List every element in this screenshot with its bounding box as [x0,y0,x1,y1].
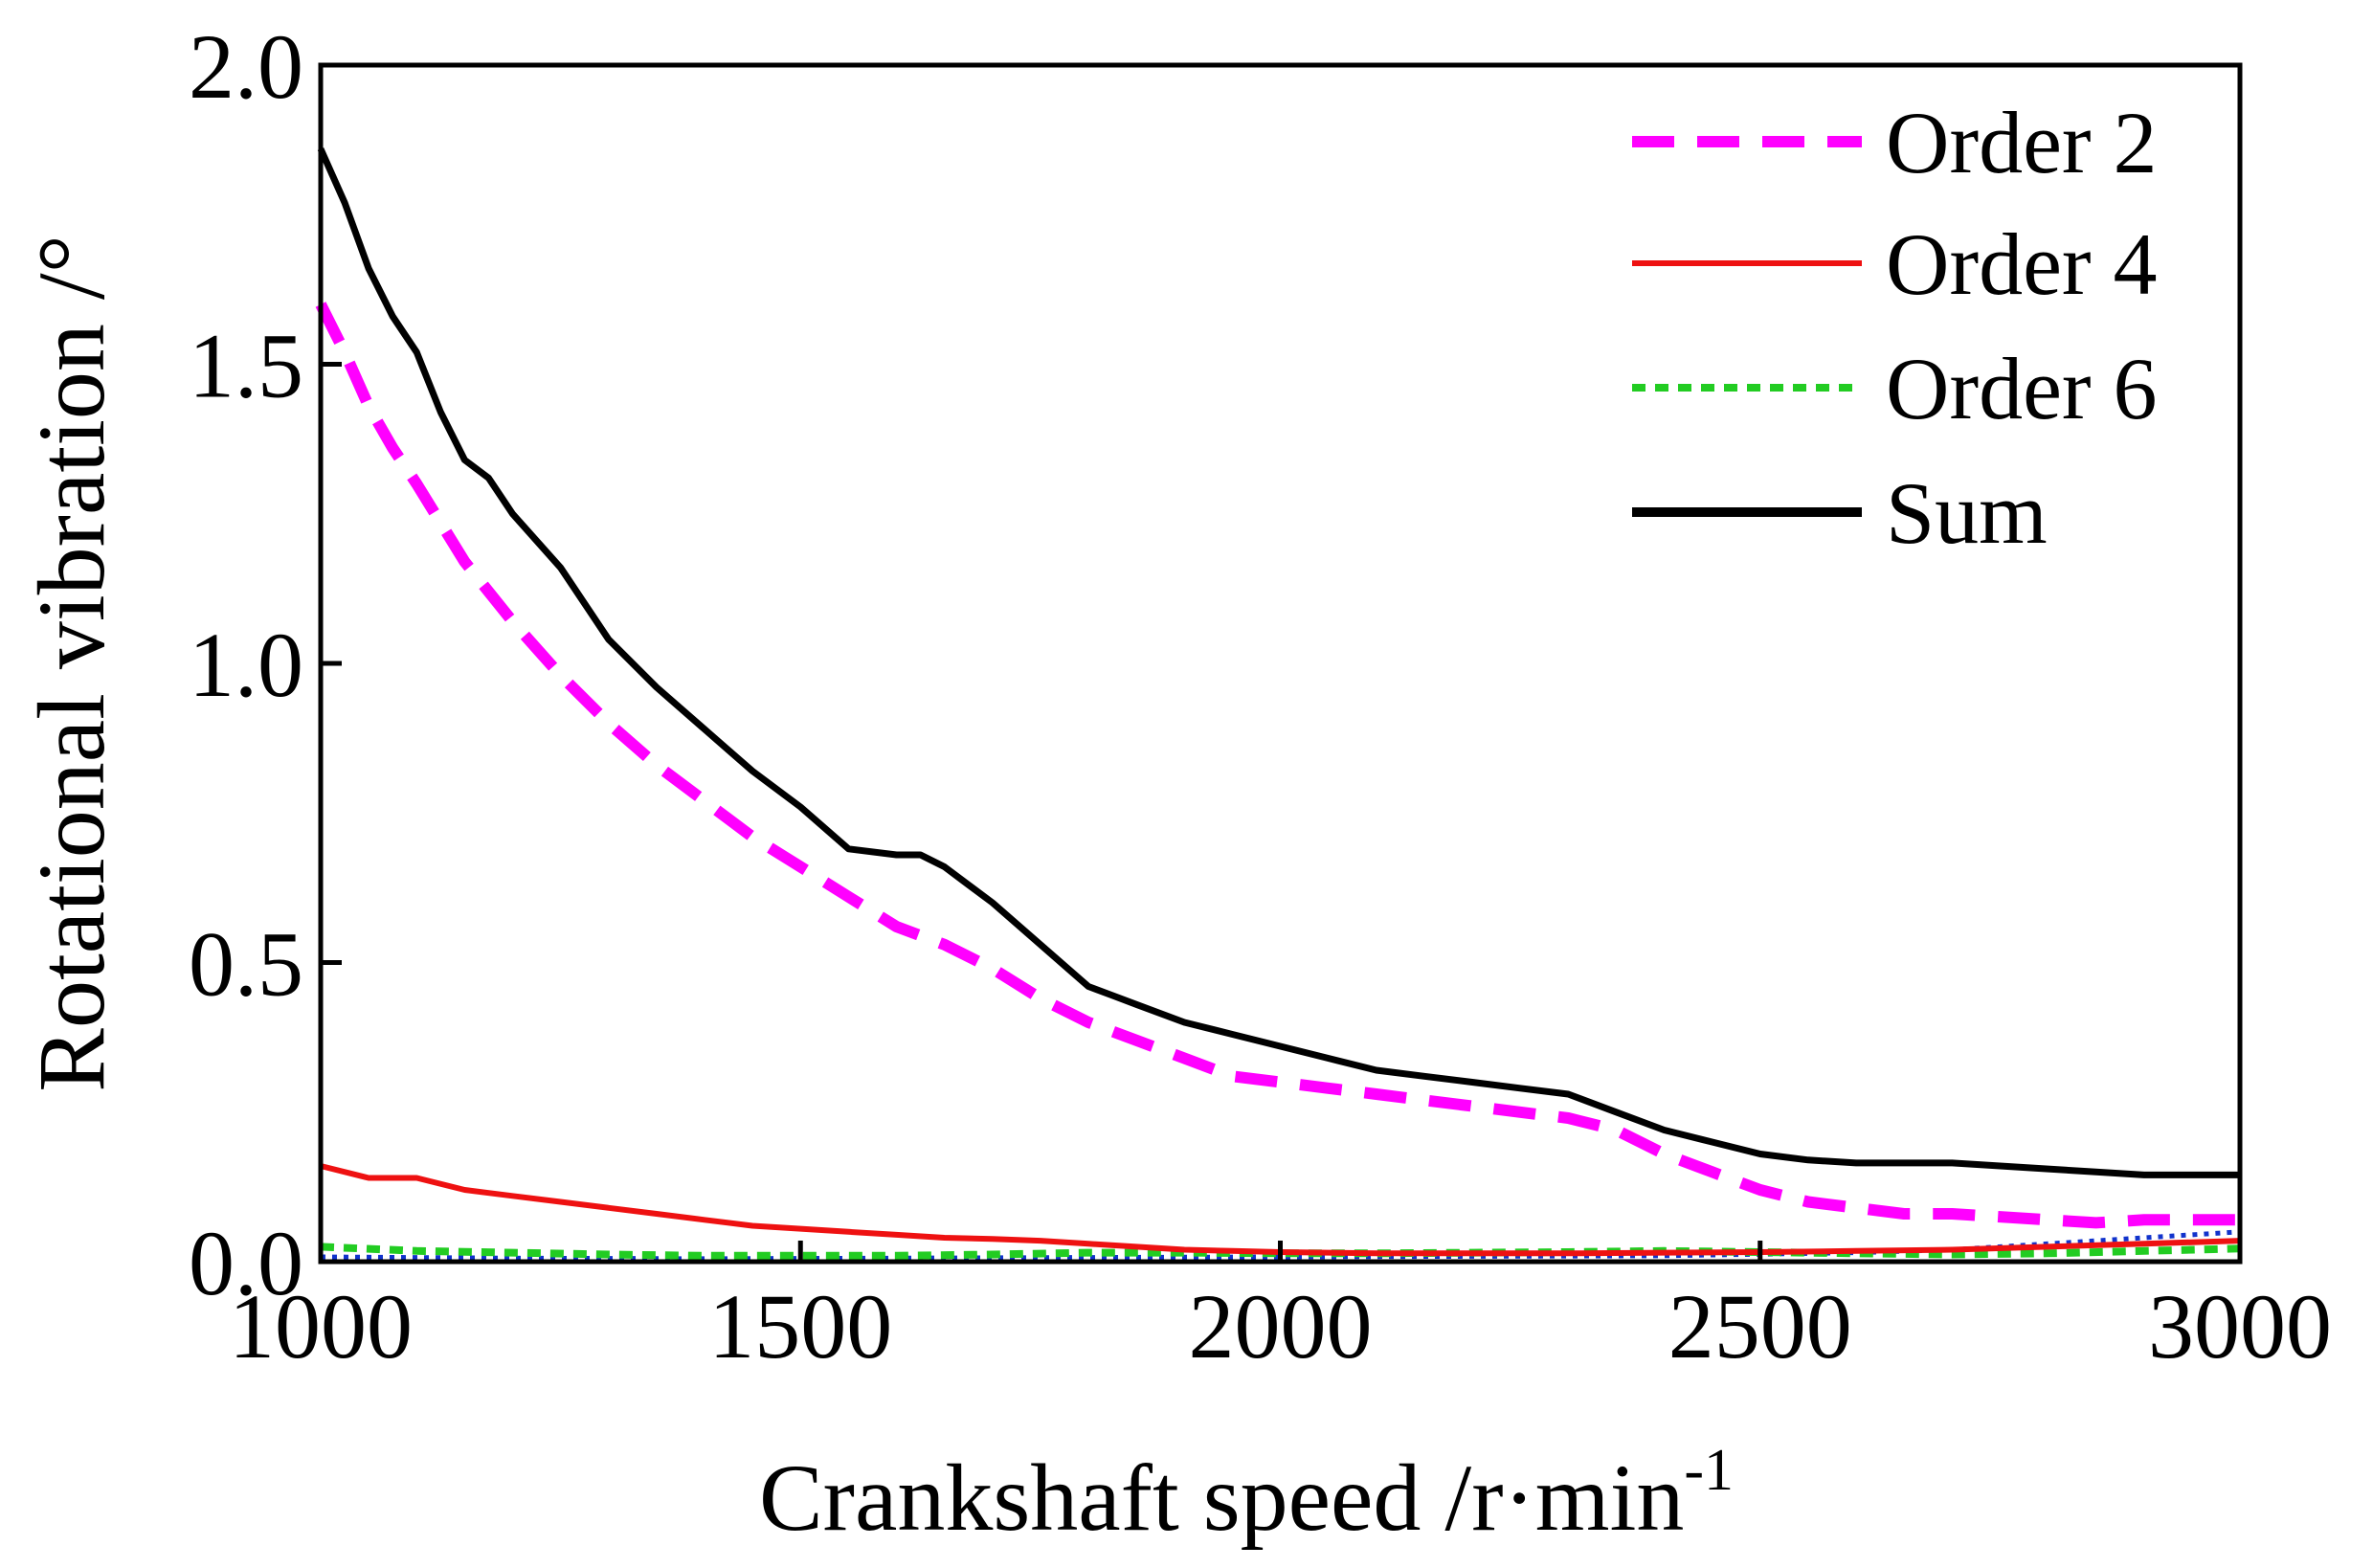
legend-label-order-4: Order 4 [1886,215,2158,313]
legend: Order 2 Order 4 Order 6 Sum [1632,94,2158,562]
legend-label-order-6: Order 6 [1886,340,2158,437]
x-tick-label: 1000 [229,1275,413,1378]
y-tick-label: 1.5 [189,315,303,417]
x-tick-label: 2500 [1668,1275,1852,1378]
x-axis-title: Crankshaft speed /r·min-1 [759,1438,1734,1551]
y-tick-label: 1.0 [189,614,303,716]
series-layer [315,147,2241,1262]
x-tick-label: 1500 [708,1275,892,1378]
y-tick-label: 0.0 [189,1212,303,1314]
series-line-sum [317,147,2240,1178]
tick-labels: 1000 1500 2000 2500 3000 0.0 0.5 1.0 1.5 2.0 [189,15,2332,1378]
x-axis-title-superscript: -1 [1684,1438,1734,1503]
y-tick-label: 0.5 [189,913,303,1016]
y-axis-title: Rotational vibration /° [18,235,124,1091]
axis-ticks [318,62,2243,1265]
legend-label-order-2: Order 2 [1886,94,2158,191]
series-line-order-2 [315,302,2240,1229]
x-tick-label: 2000 [1189,1275,1373,1378]
y-tick-label: 2.0 [189,15,303,118]
x-axis-title-main: Crankshaft speed /r·min [759,1445,1684,1551]
legend-label-sum: Sum [1886,464,2048,562]
x-tick-label: 3000 [2148,1275,2332,1378]
